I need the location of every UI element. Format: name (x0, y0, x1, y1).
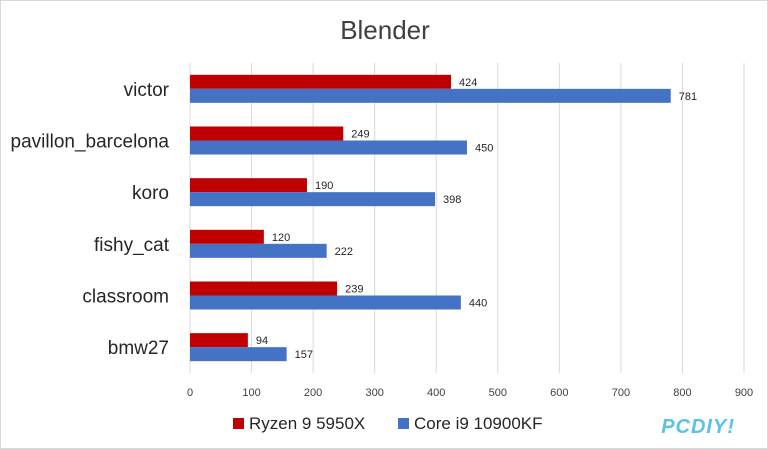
bar-core-i9-pavillon_barcelona (190, 140, 467, 155)
data-label: 239 (345, 284, 363, 296)
legend: Ryzen 9 5950X Core i9 10900KF (233, 414, 543, 433)
bar-ryzen-koro (190, 178, 307, 193)
x-tick-label: 400 (427, 387, 445, 399)
category-label: bmw27 (108, 338, 169, 359)
bars: 424 781 249 450 190 398 120 222 239 440 94 157 (190, 74, 697, 362)
bar-ryzen-classroom (190, 281, 338, 296)
category-label: pavillon_barcelona (11, 132, 170, 153)
x-tick-label: 300 (365, 387, 383, 399)
chart-title: Blender (340, 15, 430, 45)
data-label: 94 (256, 335, 268, 347)
legend-label: Ryzen 9 5950X (249, 414, 365, 433)
x-tick-label: 100 (242, 387, 260, 399)
bar-ryzen-victor (190, 74, 451, 89)
bar-core-i9-koro (190, 192, 435, 207)
legend-swatch-ryzen (233, 418, 244, 429)
x-tick-label: 500 (489, 387, 507, 399)
x-tick-label: 800 (673, 387, 691, 399)
bar-ryzen-bmw27 (190, 333, 248, 348)
bar-core-i9-fishy_cat (190, 243, 327, 258)
data-label: 424 (459, 77, 477, 89)
category-label: classroom (82, 287, 169, 308)
data-label: 157 (295, 349, 313, 361)
bar-core-i9-classroom (190, 295, 461, 310)
watermark-logo: PCDIY! (661, 416, 735, 438)
bar-core-i9-bmw27 (190, 347, 287, 362)
category-label: koro (132, 183, 169, 204)
data-label: 190 (315, 180, 333, 192)
bar-core-i9-victor (190, 88, 671, 103)
bar-ryzen-pavillon_barcelona (190, 126, 344, 141)
legend-label: Core i9 10900KF (414, 414, 543, 433)
x-tick-label: 600 (550, 387, 568, 399)
x-tick-label: 900 (735, 387, 753, 399)
x-tick-label: 200 (304, 387, 322, 399)
data-label: 120 (272, 232, 290, 244)
gridlines (189, 63, 745, 373)
category-label: victor (124, 80, 170, 101)
x-tick-labels: 0 100 200 300 400 500 600 700 800 900 (187, 387, 753, 399)
data-label: 398 (443, 194, 461, 206)
data-label: 249 (351, 129, 369, 141)
data-label: 222 (335, 246, 353, 258)
data-label: 781 (679, 91, 697, 103)
data-label: 440 (469, 298, 487, 310)
x-tick-label: 0 (187, 387, 193, 399)
category-label: fishy_cat (94, 235, 170, 256)
data-label: 450 (475, 143, 493, 155)
legend-swatch-core-i9 (398, 418, 409, 429)
bar-ryzen-fishy_cat (190, 229, 264, 244)
x-tick-label: 700 (612, 387, 630, 399)
